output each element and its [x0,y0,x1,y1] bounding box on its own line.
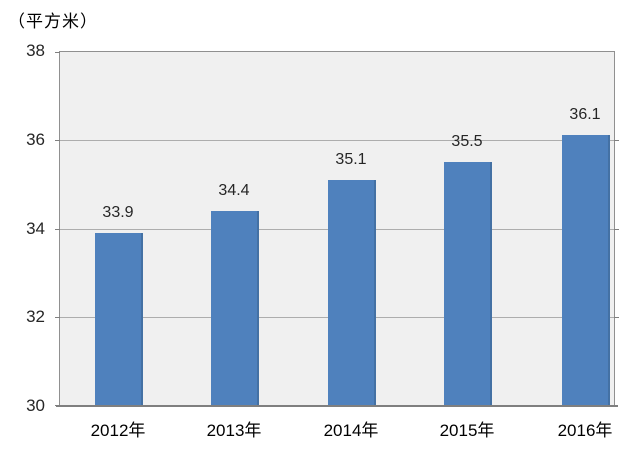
axis-tick-left [55,229,60,230]
bar-2015年 [444,162,492,406]
axis-tick-right [614,317,619,318]
axis-tick-left [55,140,60,141]
x-tick-label: 2014年 [323,421,379,440]
x-axis-line [56,405,618,407]
bar-2016年 [562,135,610,406]
x-tick-label: 2015年 [439,421,495,440]
bar-2012年 [95,233,143,406]
bar-2014年 [328,180,376,406]
axis-tick-right [614,229,619,230]
axis-tick-right [614,140,619,141]
axis-unit-label: （平方米） [8,12,98,31]
axis-tick-left [55,52,60,53]
axis-tick-left [55,317,60,318]
bar-value-label: 35.1 [335,151,367,168]
bar-2013年 [211,211,259,406]
x-tick-label: 2012年 [90,421,146,440]
y-tick-label: 36 [26,130,45,149]
y-tick-label: 30 [26,396,45,415]
gridline [60,140,614,141]
y-tick-label: 34 [26,219,45,238]
x-tick-label: 2016年 [557,421,613,440]
plot-area [55,51,619,406]
bar-value-label: 36.1 [569,106,601,123]
y-tick-label: 32 [26,307,45,326]
x-tick-label: 2013年 [206,421,262,440]
y-tick-label: 38 [26,41,45,60]
bar-value-label: 35.5 [451,133,483,150]
bar-value-label: 34.4 [218,182,250,199]
bar-value-label: 33.9 [102,204,134,221]
